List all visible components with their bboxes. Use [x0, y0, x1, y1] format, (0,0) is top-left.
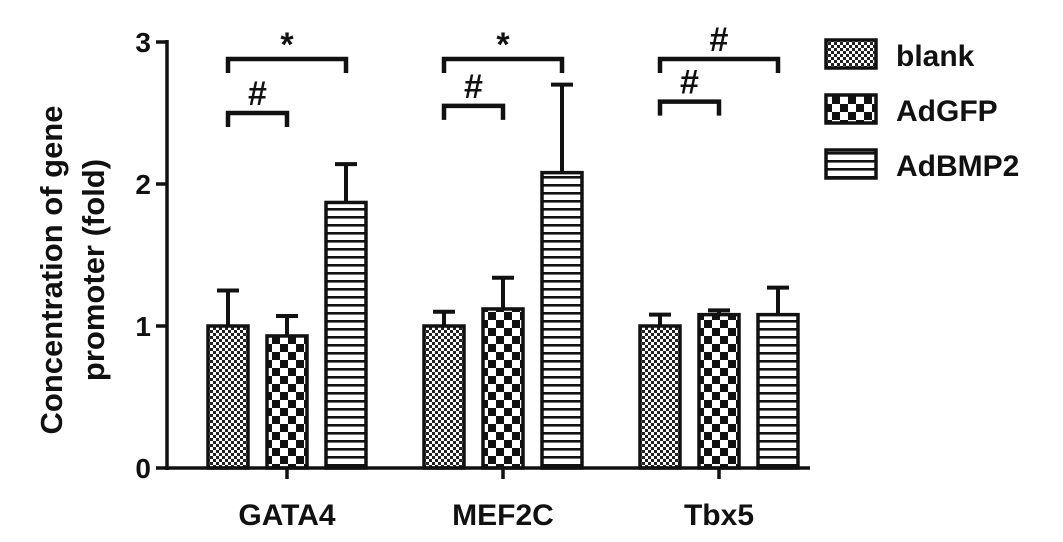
y-tick-label: 2 [135, 169, 151, 200]
bar-adgfp-tbx5 [697, 312, 741, 470]
legend-swatch-adgfp [824, 93, 878, 125]
bars [206, 82, 800, 470]
bar-blank-mef2c [422, 324, 466, 470]
significance-bracket [225, 110, 290, 127]
bar-adbmp2-gata4 [324, 200, 368, 470]
y-axis-title-line-1: Concentration of gene [34, 106, 69, 435]
legend-swatch-adbmp2 [824, 148, 878, 180]
bar-blank-tbx5 [638, 324, 682, 470]
legend: blank AdGFP AdBMP2 [824, 38, 1019, 183]
significance-bracket [441, 56, 565, 74]
bar-adgfp-gata4 [265, 334, 309, 470]
legend-label-adgfp: AdGFP [896, 95, 998, 128]
y-axis-title-line-2: promoter (fold) [76, 159, 111, 381]
significance-label: # [248, 75, 267, 113]
significance-label: * [280, 26, 294, 64]
legend-swatch-blank [824, 38, 878, 70]
x-tick-label: GATA4 [238, 499, 336, 532]
y-axis: 0 1 2 3 [135, 27, 169, 484]
y-tick-label: 3 [135, 27, 151, 58]
significance-bracket [441, 103, 506, 120]
x-axis: GATA4 MEF2C Tbx5 [165, 466, 810, 532]
y-axis-title: Concentration of gene promoter (fold) [34, 106, 111, 435]
bar-blank-gata4 [206, 324, 250, 470]
significance-bracket [225, 56, 349, 74]
bar-adbmp2-tbx5 [756, 312, 800, 470]
x-tick-label: Tbx5 [684, 499, 754, 532]
significance-label: # [464, 68, 483, 106]
bar-adbmp2-mef2c [540, 170, 584, 470]
y-tick-label: 0 [135, 453, 151, 484]
significance-bracket [657, 99, 722, 116]
significance-label: # [710, 21, 729, 59]
x-tick-label: MEF2C [452, 499, 554, 532]
y-tick-label: 1 [135, 311, 151, 342]
significance-bracket [657, 56, 781, 74]
bar-adgfp-mef2c [481, 307, 525, 470]
significance-markers: * # * # # # [225, 21, 781, 127]
legend-label-blank: blank [896, 40, 975, 73]
significance-label: # [680, 64, 699, 102]
significance-label: * [496, 26, 510, 64]
legend-label-adbmp2: AdBMP2 [896, 150, 1019, 183]
